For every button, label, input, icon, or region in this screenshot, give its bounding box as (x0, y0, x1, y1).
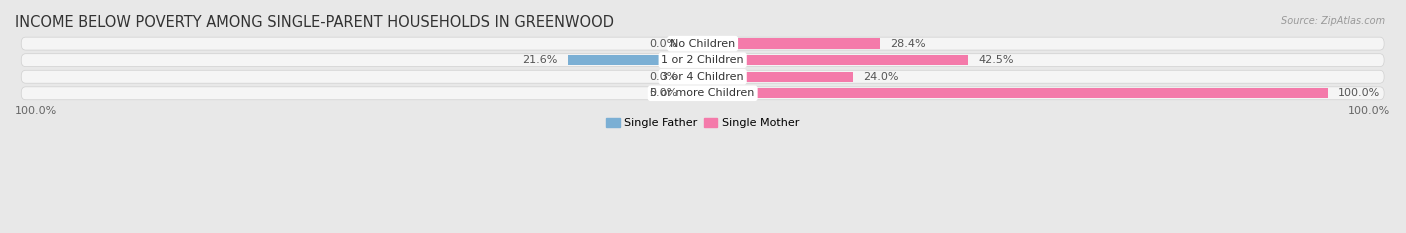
FancyBboxPatch shape (21, 87, 1384, 100)
Text: 100.0%: 100.0% (1339, 88, 1381, 98)
Bar (688, 38, 703, 49)
FancyBboxPatch shape (21, 37, 1384, 50)
Bar (703, 88, 1327, 98)
Bar (703, 72, 852, 82)
Text: Source: ZipAtlas.com: Source: ZipAtlas.com (1281, 16, 1385, 26)
Text: 24.0%: 24.0% (863, 72, 898, 82)
Bar (688, 88, 703, 98)
Text: 0.0%: 0.0% (650, 39, 678, 49)
Bar (568, 55, 703, 65)
Text: 3 or 4 Children: 3 or 4 Children (661, 72, 744, 82)
Bar (703, 38, 880, 49)
Text: No Children: No Children (671, 39, 735, 49)
Text: 21.6%: 21.6% (522, 55, 558, 65)
Text: INCOME BELOW POVERTY AMONG SINGLE-PARENT HOUSEHOLDS IN GREENWOOD: INCOME BELOW POVERTY AMONG SINGLE-PARENT… (15, 15, 614, 30)
Text: 0.0%: 0.0% (650, 72, 678, 82)
Bar (703, 55, 969, 65)
Text: 100.0%: 100.0% (15, 106, 58, 116)
Bar (688, 72, 703, 82)
Text: 100.0%: 100.0% (1348, 106, 1391, 116)
FancyBboxPatch shape (21, 70, 1384, 83)
Text: 1 or 2 Children: 1 or 2 Children (661, 55, 744, 65)
Legend: Single Father, Single Mother: Single Father, Single Mother (602, 113, 804, 132)
Text: 0.0%: 0.0% (650, 88, 678, 98)
Text: 28.4%: 28.4% (890, 39, 925, 49)
FancyBboxPatch shape (21, 54, 1384, 67)
Text: 5 or more Children: 5 or more Children (651, 88, 755, 98)
Text: 42.5%: 42.5% (979, 55, 1014, 65)
